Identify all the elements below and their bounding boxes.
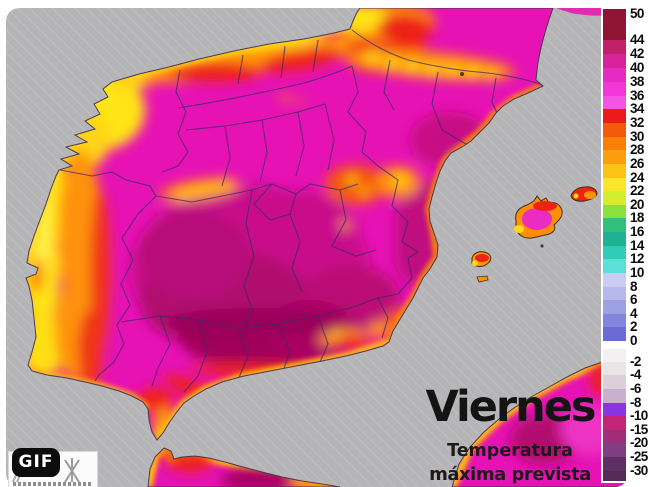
agency-text-line (13, 482, 91, 486)
gif-watermark: GIF (8, 448, 98, 487)
gif-badge-label[interactable]: GIF (12, 448, 60, 477)
cabrera-islet (540, 244, 544, 248)
province-borders (59, 29, 544, 393)
formentera-island (476, 275, 489, 283)
pyrenees-peak-dot (460, 72, 464, 76)
balearic-islands (471, 186, 598, 283)
forecast-subtitle-line2: máxima prevista (429, 464, 591, 485)
forecast-subtitle-line1: Temperatura (447, 441, 573, 461)
forecast-day-label: Viernes (425, 382, 596, 432)
